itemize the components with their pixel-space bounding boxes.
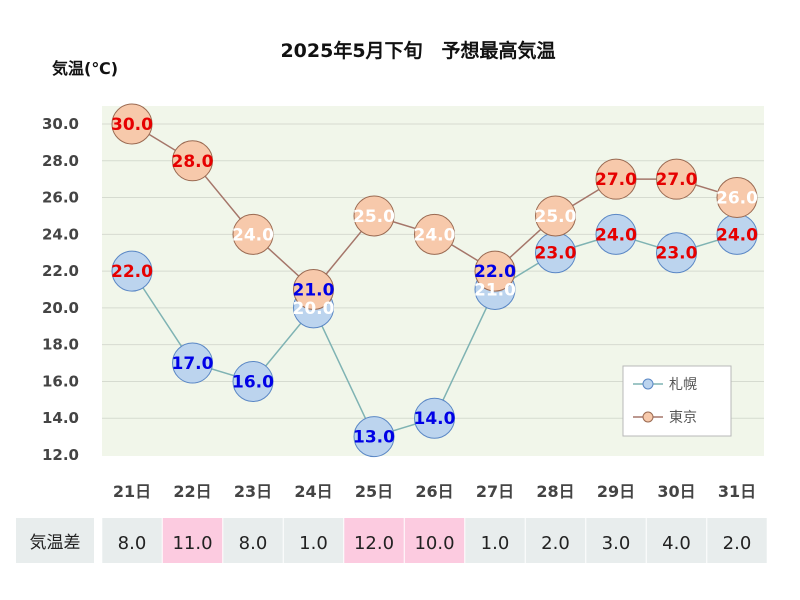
x-tick-label: 23日	[234, 482, 272, 501]
y-tick-label: 18.0	[42, 336, 79, 354]
difference-cell	[162, 518, 223, 563]
marker-tokyo	[232, 213, 274, 255]
difference-cell	[344, 518, 404, 563]
y-tick-label: 12.0	[42, 446, 79, 464]
y-tick-label: 22.0	[42, 262, 79, 280]
x-tick-label: 29日	[597, 482, 635, 501]
data-label-sapporo: 23.0	[535, 244, 577, 264]
y-tick-label: 26.0	[42, 189, 79, 207]
y-tick-label: 14.0	[42, 409, 79, 427]
data-label-tokyo: 25.0	[535, 207, 577, 227]
data-label-sapporo: 16.0	[232, 372, 274, 392]
difference-cell	[646, 518, 707, 563]
difference-value: 1.0	[299, 533, 328, 554]
data-label-sapporo: 20.0	[293, 299, 335, 319]
legend-box	[622, 365, 732, 437]
data-label-sapporo: 24.0	[716, 225, 758, 245]
marker-sapporo	[656, 232, 697, 274]
difference-value: 10.0	[414, 533, 454, 554]
data-labels: 22.0 17.0 16.0 20.0 13.0 14.0 21.0 23.0 24.0 23.0…	[111, 115, 758, 448]
data-label-tokyo: 21.0	[293, 281, 335, 301]
marker-sapporo	[111, 250, 153, 292]
data-label-tokyo: 27.0	[595, 170, 637, 190]
x-tick-label: 30日	[657, 482, 695, 501]
marker-tokyo	[595, 158, 637, 200]
data-label-sapporo: 21.0	[474, 281, 516, 301]
difference-cell	[283, 518, 344, 563]
y-tick-label: 16.0	[42, 372, 79, 390]
difference-cell	[404, 518, 465, 563]
marker-sapporo	[353, 416, 395, 458]
data-label-tokyo: 28.0	[172, 152, 214, 172]
legend: 札幌 東京	[622, 365, 732, 437]
x-tick-label: 24日	[294, 482, 332, 501]
y-tick-label: 28.0	[42, 152, 79, 170]
marker-tokyo	[353, 195, 395, 237]
x-tick-label: 22日	[173, 482, 211, 501]
legend-label-sapporo: 札幌	[669, 377, 697, 393]
difference-cell	[707, 518, 767, 563]
marker-sapporo	[232, 360, 274, 402]
data-label-tokyo: 26.0	[716, 189, 758, 209]
x-tick-label: 21日	[113, 482, 151, 501]
difference-value: 11.0	[172, 533, 212, 554]
difference-row-label: 気温差	[30, 533, 81, 553]
x-tick-label: 28日	[536, 482, 574, 501]
marker-tokyo	[535, 195, 576, 237]
x-axis-ticks: 21日 22日 23日 24日 25日 26日 27日 28日 29日 30日 31日	[113, 482, 756, 501]
difference-value: 12.0	[354, 533, 394, 554]
data-label-sapporo: 17.0	[172, 354, 214, 374]
marker-tokyo	[474, 250, 516, 292]
difference-label-cell	[16, 518, 94, 563]
chart-title: 2025年5月下旬 予想最高気温	[280, 39, 555, 62]
marker-sapporo	[595, 213, 637, 255]
difference-value: 3.0	[602, 533, 631, 554]
y-axis-label: 気温(℃)	[52, 59, 118, 78]
x-tick-label: 31日	[718, 482, 756, 501]
difference-cell	[102, 518, 162, 563]
difference-cell	[223, 518, 283, 563]
legend-marker-tokyo	[642, 411, 654, 423]
data-label-sapporo: 14.0	[414, 409, 456, 429]
data-label-tokyo: 25.0	[353, 207, 395, 227]
difference-value: 8.0	[118, 533, 147, 554]
data-label-sapporo: 23.0	[656, 244, 698, 264]
x-tick-label: 27日	[476, 482, 514, 501]
y-tick-label: 24.0	[42, 225, 79, 243]
marker-tokyo	[414, 213, 455, 255]
data-label-tokyo: 27.0	[656, 170, 698, 190]
difference-value: 8.0	[239, 533, 268, 554]
marker-tokyo	[656, 158, 697, 200]
data-label-tokyo: 22.0	[474, 262, 516, 282]
difference-cell	[525, 518, 586, 563]
y-axis-ticks: 12.0 14.0 16.0 18.0 20.0 22.0 24.0 26.0 28.0 30.0	[42, 115, 79, 464]
x-tick-label: 25日	[355, 482, 393, 501]
legend-marker-sapporo	[642, 378, 654, 390]
marker-sapporo	[172, 342, 213, 384]
difference-value: 2.0	[723, 533, 752, 554]
y-tick-label: 30.0	[42, 115, 79, 133]
data-label-sapporo: 22.0	[111, 262, 153, 282]
difference-value: 1.0	[481, 533, 510, 554]
marker-sapporo	[414, 397, 455, 439]
series-markers	[111, 103, 758, 458]
data-label-tokyo: 24.0	[232, 225, 274, 245]
y-tick-label: 20.0	[42, 299, 79, 317]
x-tick-label: 26日	[415, 482, 453, 501]
data-label-tokyo: 30.0	[111, 115, 153, 135]
difference-value: 2.0	[541, 533, 570, 554]
marker-tokyo	[111, 103, 153, 145]
data-label-sapporo: 24.0	[595, 225, 637, 245]
marker-tokyo	[172, 140, 213, 182]
data-label-sapporo: 13.0	[353, 428, 395, 448]
difference-value: 4.0	[662, 533, 691, 554]
marker-tokyo	[293, 269, 334, 310]
legend-label-tokyo: 東京	[669, 410, 697, 426]
data-label-tokyo: 24.0	[414, 225, 456, 245]
temperature-difference-row: 気温差 8.0 11.0 8.0 1.0 12.0 10.0 1.0 2.0 3.0 4.0 2.0	[16, 518, 767, 563]
difference-cell	[586, 518, 646, 563]
marker-tokyo	[716, 177, 758, 219]
difference-cell	[465, 518, 525, 563]
